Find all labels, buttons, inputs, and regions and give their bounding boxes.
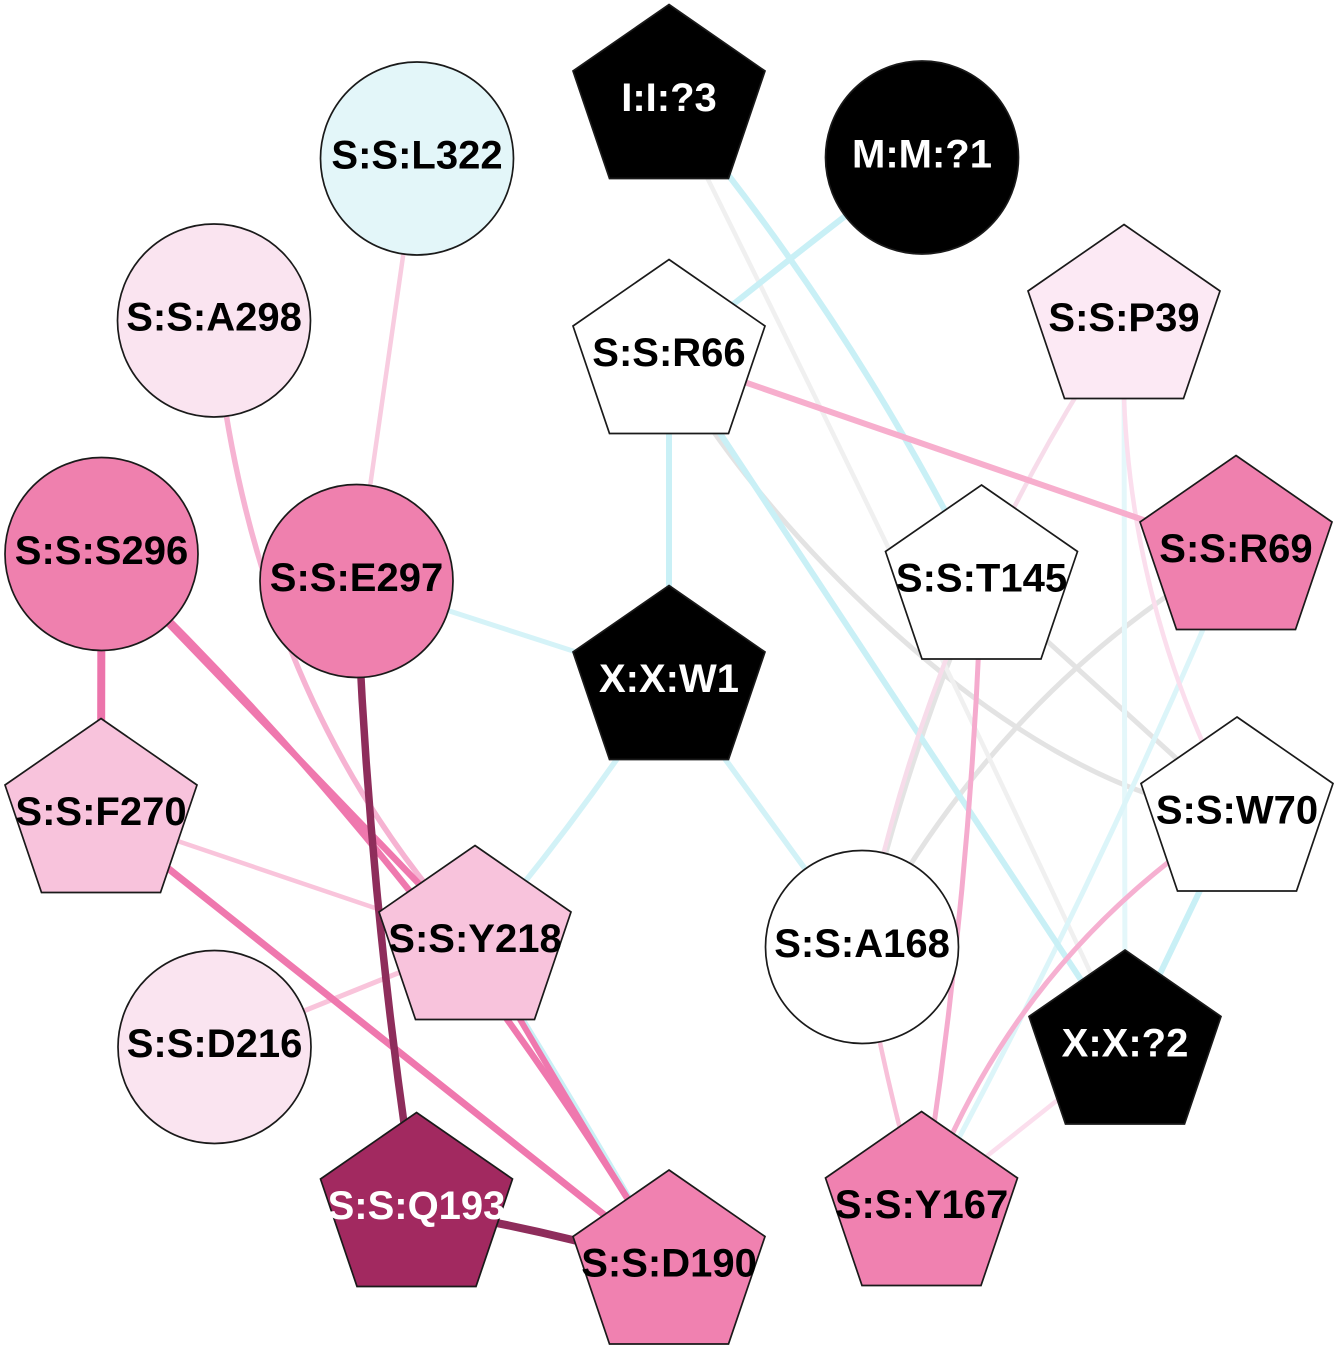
svg-text:S:S:W70: S:S:W70	[1156, 789, 1318, 833]
svg-text:X:X:?2: X:X:?2	[1062, 1022, 1189, 1066]
svg-text:I:I:?3: I:I:?3	[621, 76, 717, 120]
svg-text:S:S:Q193: S:S:Q193	[328, 1184, 506, 1228]
svg-text:S:S:P39: S:S:P39	[1048, 296, 1199, 340]
svg-text:S:S:A298: S:S:A298	[126, 296, 302, 340]
svg-text:S:S:S296: S:S:S296	[15, 529, 188, 573]
svg-text:S:S:E297: S:S:E297	[270, 556, 443, 600]
svg-text:S:S:R66: S:S:R66	[592, 331, 745, 375]
svg-text:S:S:D216: S:S:D216	[127, 1022, 303, 1066]
svg-text:S:S:T145: S:S:T145	[896, 557, 1067, 601]
svg-text:S:S:D190: S:S:D190	[581, 1242, 757, 1286]
svg-text:S:S:R69: S:S:R69	[1159, 527, 1312, 571]
svg-text:S:S:F270: S:S:F270	[15, 790, 186, 834]
svg-text:S:S:Y167: S:S:Y167	[835, 1183, 1008, 1227]
svg-text:X:X:W1: X:X:W1	[599, 657, 739, 701]
svg-text:M:M:?1: M:M:?1	[852, 133, 992, 177]
svg-text:S:S:A168: S:S:A168	[774, 922, 950, 966]
svg-text:S:S:Y218: S:S:Y218	[388, 917, 561, 961]
svg-text:S:S:L322: S:S:L322	[331, 134, 502, 178]
